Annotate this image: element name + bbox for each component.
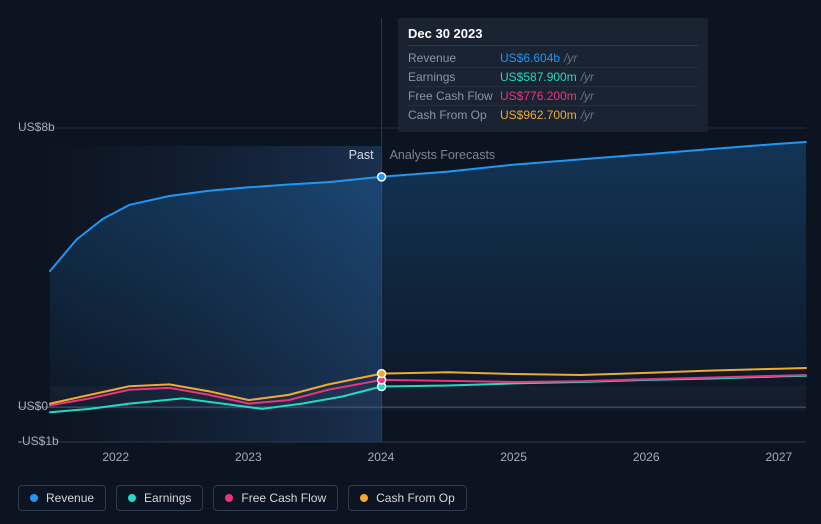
legend-dot-icon [225, 494, 233, 502]
x-tick-label: 2026 [633, 450, 660, 464]
x-tick-label: 2022 [102, 450, 129, 464]
legend-dot-icon [30, 494, 38, 502]
legend-item-label: Free Cash Flow [241, 491, 326, 505]
tooltip-row-label: Revenue [408, 51, 500, 65]
tooltip-row-label: Earnings [408, 70, 500, 84]
x-tick-label: 2023 [235, 450, 262, 464]
tooltip-row: Free Cash FlowUS$776.200m/yr [408, 87, 698, 106]
y-tick-label: US$8b [18, 120, 55, 134]
marker-revenue [378, 173, 386, 181]
zero-band [50, 386, 806, 410]
y-tick-label: US$0 [18, 399, 48, 413]
tooltip-row-value: US$587.900m [500, 70, 577, 84]
legend-item-label: Cash From Op [376, 491, 455, 505]
chart-tooltip: Dec 30 2023 RevenueUS$6.604b/yrEarningsU… [398, 18, 708, 132]
forecast-region-label: Analysts Forecasts [390, 148, 496, 162]
legend-dot-icon [360, 494, 368, 502]
chart-legend: Revenue Earnings Free Cash Flow Cash From O… [18, 485, 467, 511]
tooltip-title: Dec 30 2023 [408, 26, 698, 46]
x-tick-label: 2027 [765, 450, 792, 464]
tooltip-row: EarningsUS$587.900m/yr [408, 68, 698, 87]
legend-item-cfo[interactable]: Cash From Op [348, 485, 467, 511]
legend-item-fcf[interactable]: Free Cash Flow [213, 485, 338, 511]
tooltip-row: RevenueUS$6.604b/yr [408, 49, 698, 68]
tooltip-row-suffix: /yr [581, 108, 594, 122]
legend-item-label: Earnings [144, 491, 191, 505]
tooltip-row: Cash From OpUS$962.700m/yr [408, 106, 698, 124]
tooltip-row-suffix: /yr [581, 70, 594, 84]
x-tick-label: 2025 [500, 450, 527, 464]
marker-cfo [378, 370, 386, 378]
tooltip-row-value: US$6.604b [500, 51, 560, 65]
tooltip-row-suffix: /yr [581, 89, 594, 103]
past-region-label: Past [349, 148, 374, 162]
legend-item-earnings[interactable]: Earnings [116, 485, 203, 511]
x-tick-label: 2024 [368, 450, 395, 464]
tooltip-row-value: US$776.200m [500, 89, 577, 103]
tooltip-row-label: Free Cash Flow [408, 89, 500, 103]
chart-container: Past Analysts Forecasts US$8bUS$0-US$1b … [0, 0, 821, 524]
legend-dot-icon [128, 494, 136, 502]
legend-item-label: Revenue [46, 491, 94, 505]
y-tick-label: -US$1b [18, 434, 59, 448]
legend-item-revenue[interactable]: Revenue [18, 485, 106, 511]
tooltip-row-label: Cash From Op [408, 108, 500, 122]
tooltip-row-value: US$962.700m [500, 108, 577, 122]
tooltip-row-suffix: /yr [564, 51, 577, 65]
